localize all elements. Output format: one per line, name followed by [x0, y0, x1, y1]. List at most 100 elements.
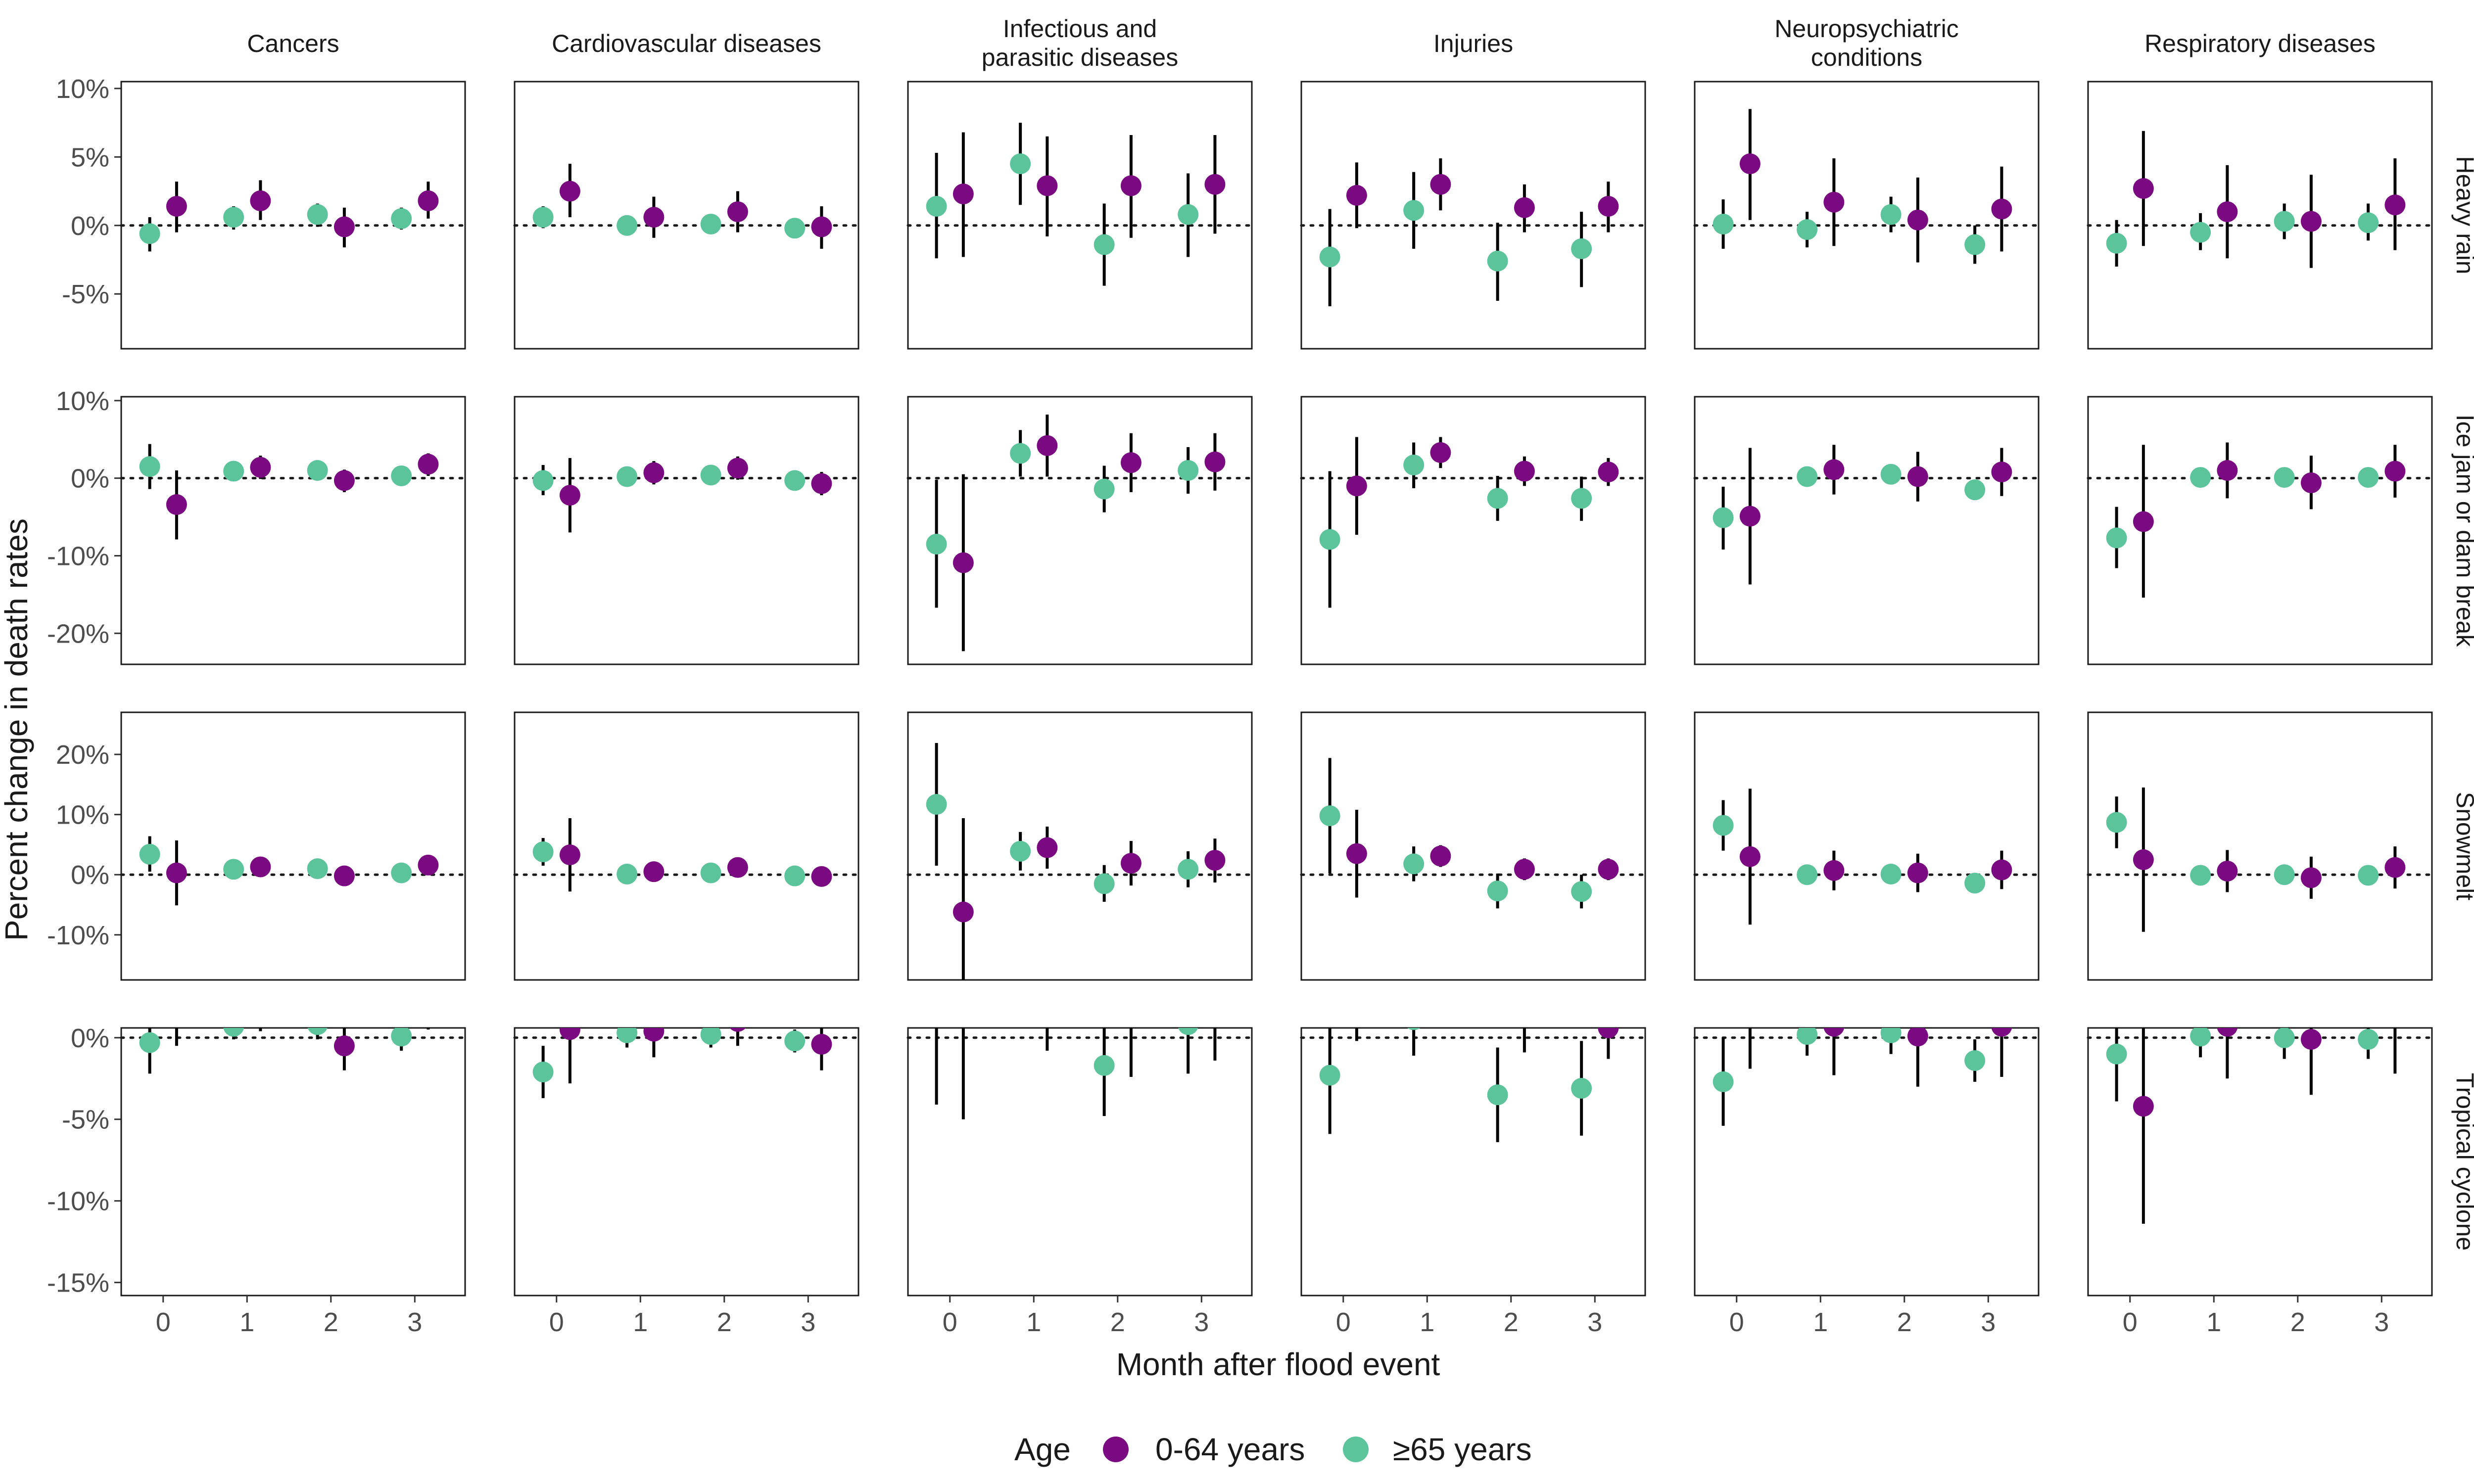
point-old	[223, 859, 244, 880]
x-tick-label: 3	[1194, 1307, 1209, 1337]
point-young	[2300, 211, 2322, 232]
point-old	[1403, 853, 1425, 875]
point-old	[2106, 232, 2127, 254]
point-young	[1991, 462, 2012, 483]
point-young	[1120, 175, 1142, 196]
point-young	[1037, 837, 1058, 858]
panel-ice-jam-or-dam-break-cardiovascular-diseases	[513, 396, 860, 665]
point-old	[1797, 864, 1818, 885]
point-young	[2384, 461, 2406, 482]
point-old	[2274, 864, 2295, 885]
panel-marks	[1319, 978, 1619, 1142]
point-old	[926, 1005, 947, 1025]
column-strip-line: Cancers	[247, 30, 339, 57]
panel-marks	[1713, 109, 2012, 264]
point-old	[307, 1028, 328, 1035]
point-young	[250, 998, 271, 1019]
point-old	[307, 204, 328, 225]
point-young	[250, 856, 271, 878]
point-young	[952, 184, 974, 205]
panel-frame	[907, 81, 1253, 350]
point-old	[700, 214, 721, 234]
panel-frame	[1300, 396, 1646, 665]
y-tick-label: 0%	[71, 211, 109, 241]
point-young	[559, 1028, 580, 1040]
point-old	[1094, 478, 1115, 500]
panel-snowmelt-cancers	[120, 711, 467, 981]
point-young	[953, 990, 974, 1011]
panel-marks	[139, 836, 439, 906]
point-old	[2190, 865, 2211, 886]
point-young	[2300, 867, 2322, 888]
point-young	[643, 1028, 665, 1042]
point-old	[391, 465, 412, 486]
point-old	[1880, 864, 1902, 885]
panel-marks	[1713, 445, 2012, 585]
point-young	[2300, 472, 2322, 494]
panel-tropical-cyclone-injuries	[1300, 978, 1647, 1297]
point-old	[1094, 234, 1115, 255]
y-tick-label: -20%	[47, 619, 109, 649]
column-strip-line: Cardiovascular diseases	[552, 30, 821, 57]
point-old	[139, 223, 160, 244]
point-old	[532, 470, 554, 491]
y-tick-label: -5%	[62, 1105, 109, 1135]
point-old	[2190, 1028, 2211, 1047]
point-old	[1571, 1078, 1592, 1099]
point-young	[166, 862, 187, 883]
point-old	[2274, 1028, 2295, 1048]
point-old	[1880, 1028, 1902, 1043]
point-old	[1178, 460, 1199, 481]
point-young	[811, 866, 832, 887]
point-old	[1178, 204, 1199, 225]
panel-snowmelt-infectious-and-parasitic-diseases	[906, 711, 1253, 981]
point-old	[1571, 238, 1592, 259]
column-strip-line: Injuries	[1433, 30, 1513, 57]
x-tick-label: 3	[1981, 1307, 1996, 1337]
panel-frame	[907, 1027, 1253, 1297]
point-young	[418, 998, 438, 1019]
y-tick-label: 10%	[56, 800, 109, 830]
panel-frame	[1300, 81, 1646, 350]
point-young	[1514, 1006, 1535, 1027]
point-young	[2133, 1096, 2154, 1117]
y-tick-label: 20%	[56, 740, 109, 770]
panel-snowmelt-neuropsychiatric-conditions	[1693, 711, 2040, 981]
point-old	[1964, 234, 1986, 255]
point-old	[2358, 1029, 2379, 1050]
y-tick-label: 10%	[56, 74, 109, 104]
point-old	[2358, 865, 2379, 886]
panel-frame	[120, 711, 466, 981]
point-old	[1403, 200, 1425, 221]
point-old	[391, 1028, 412, 1047]
point-old	[784, 865, 806, 886]
panel-frame	[1300, 1027, 1646, 1297]
point-young	[1430, 978, 1451, 999]
point-old	[1178, 859, 1199, 880]
panel-heavy-rain-neuropsychiatric-conditions	[1693, 81, 2040, 350]
x-tick-label: 2	[717, 1307, 732, 1337]
point-young	[1430, 442, 1451, 463]
x-tick-label: 0	[1729, 1307, 1744, 1337]
point-old	[223, 207, 244, 228]
point-old	[1094, 1055, 1115, 1076]
point-old	[532, 207, 554, 228]
x-tick-label: 0	[156, 1307, 171, 1337]
panel-ice-jam-or-dam-break-neuropsychiatric-conditions	[1693, 396, 2040, 665]
point-old	[784, 1030, 806, 1052]
point-old	[2106, 527, 2127, 549]
legend: Age 0-64 years ≥65 years	[1014, 1432, 1532, 1467]
point-young	[2217, 460, 2238, 481]
point-old	[617, 466, 638, 487]
point-young	[1907, 1028, 1928, 1047]
point-old	[2106, 1043, 2127, 1065]
x-tick-label: 0	[549, 1307, 564, 1337]
point-old	[700, 1028, 721, 1045]
x-tick-label: 3	[2374, 1307, 2389, 1337]
point-young	[727, 458, 748, 479]
point-old	[617, 215, 638, 236]
panel-marks	[1319, 158, 1619, 307]
point-old	[1797, 1028, 1818, 1045]
panel-frame	[1694, 1027, 2040, 1297]
